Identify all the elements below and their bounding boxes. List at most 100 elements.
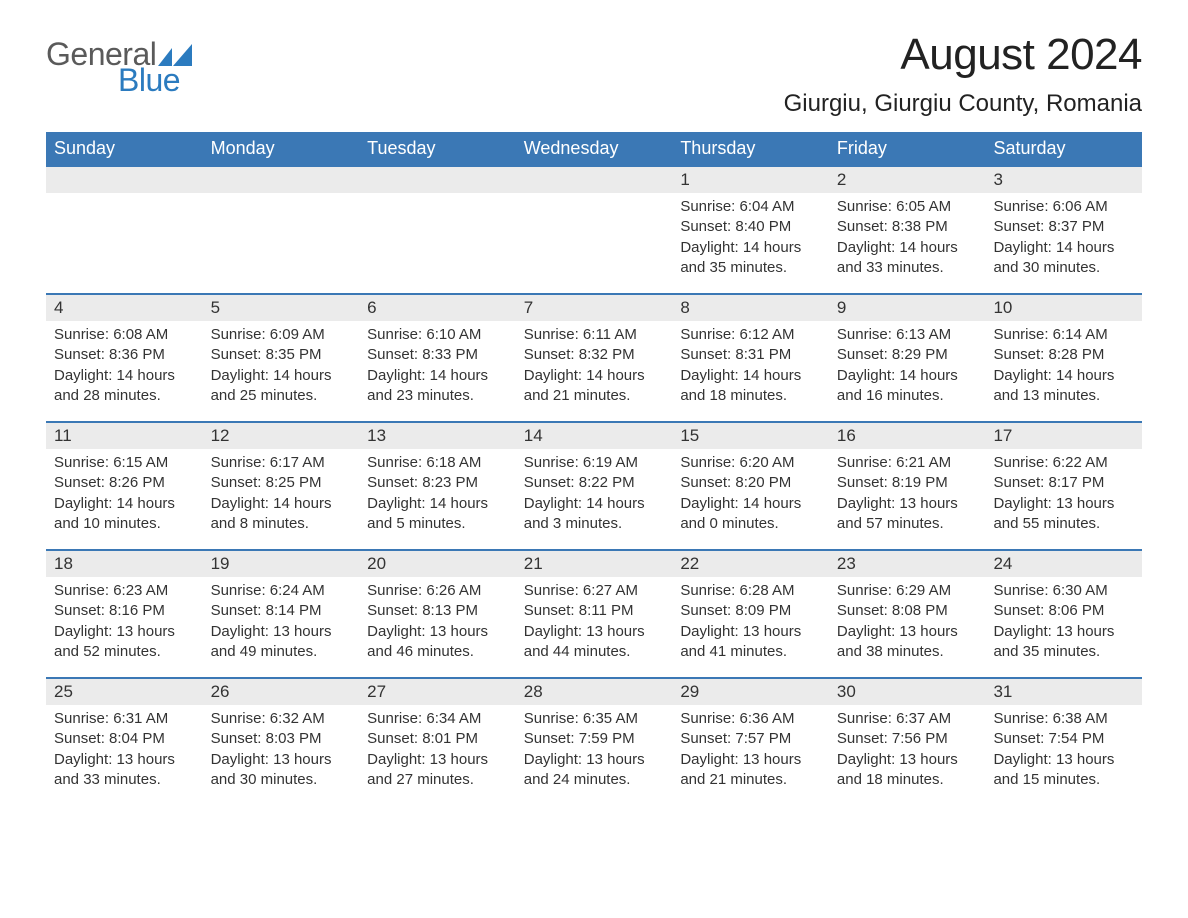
sunset-line: Sunset: 7:59 PM — [524, 729, 665, 749]
day-number: 6 — [359, 295, 516, 321]
day-body — [359, 193, 516, 207]
day-body: Sunrise: 6:22 AMSunset: 8:17 PMDaylight:… — [985, 449, 1142, 544]
day-number: 23 — [829, 551, 986, 577]
sunset-line: Sunset: 8:20 PM — [680, 473, 821, 493]
sunrise-line: Sunrise: 6:31 AM — [54, 709, 195, 729]
day-body: Sunrise: 6:24 AMSunset: 8:14 PMDaylight:… — [203, 577, 360, 672]
sunset-line: Sunset: 8:11 PM — [524, 601, 665, 621]
brand-logo: General Blue — [46, 38, 192, 96]
daylight-line: Daylight: 14 hours and 10 minutes. — [54, 494, 195, 535]
day-body: Sunrise: 6:38 AMSunset: 7:54 PMDaylight:… — [985, 705, 1142, 800]
day-body: Sunrise: 6:31 AMSunset: 8:04 PMDaylight:… — [46, 705, 203, 800]
daylight-line: Daylight: 14 hours and 21 minutes. — [524, 366, 665, 407]
day-cell: 5Sunrise: 6:09 AMSunset: 8:35 PMDaylight… — [203, 295, 360, 421]
day-number: 7 — [516, 295, 673, 321]
daylight-line: Daylight: 14 hours and 25 minutes. — [211, 366, 352, 407]
sunset-line: Sunset: 8:13 PM — [367, 601, 508, 621]
sunset-line: Sunset: 8:08 PM — [837, 601, 978, 621]
sunset-line: Sunset: 8:31 PM — [680, 345, 821, 365]
sunrise-line: Sunrise: 6:11 AM — [524, 325, 665, 345]
sunset-line: Sunset: 8:04 PM — [54, 729, 195, 749]
day-number — [359, 167, 516, 193]
daylight-line: Daylight: 13 hours and 44 minutes. — [524, 622, 665, 663]
sunrise-line: Sunrise: 6:04 AM — [680, 197, 821, 217]
day-cell: 25Sunrise: 6:31 AMSunset: 8:04 PMDayligh… — [46, 679, 203, 805]
sunset-line: Sunset: 7:56 PM — [837, 729, 978, 749]
sunrise-line: Sunrise: 6:20 AM — [680, 453, 821, 473]
sunset-line: Sunset: 8:36 PM — [54, 345, 195, 365]
day-number: 3 — [985, 167, 1142, 193]
week-row: 4Sunrise: 6:08 AMSunset: 8:36 PMDaylight… — [46, 293, 1142, 421]
day-cell: 26Sunrise: 6:32 AMSunset: 8:03 PMDayligh… — [203, 679, 360, 805]
sunrise-line: Sunrise: 6:09 AM — [211, 325, 352, 345]
sunrise-line: Sunrise: 6:13 AM — [837, 325, 978, 345]
day-number: 14 — [516, 423, 673, 449]
day-body: Sunrise: 6:13 AMSunset: 8:29 PMDaylight:… — [829, 321, 986, 416]
day-cell: 3Sunrise: 6:06 AMSunset: 8:37 PMDaylight… — [985, 167, 1142, 293]
sunset-line: Sunset: 8:37 PM — [993, 217, 1134, 237]
day-cell: 30Sunrise: 6:37 AMSunset: 7:56 PMDayligh… — [829, 679, 986, 805]
sunrise-line: Sunrise: 6:06 AM — [993, 197, 1134, 217]
daylight-line: Daylight: 13 hours and 15 minutes. — [993, 750, 1134, 791]
daylight-line: Daylight: 14 hours and 30 minutes. — [993, 238, 1134, 279]
daylight-line: Daylight: 14 hours and 23 minutes. — [367, 366, 508, 407]
day-body: Sunrise: 6:08 AMSunset: 8:36 PMDaylight:… — [46, 321, 203, 416]
day-number: 16 — [829, 423, 986, 449]
day-cell — [46, 167, 203, 293]
title-block: August 2024 Giurgiu, Giurgiu County, Rom… — [784, 30, 1142, 118]
daylight-line: Daylight: 14 hours and 18 minutes. — [680, 366, 821, 407]
day-body — [203, 193, 360, 207]
day-cell: 18Sunrise: 6:23 AMSunset: 8:16 PMDayligh… — [46, 551, 203, 677]
sunset-line: Sunset: 8:19 PM — [837, 473, 978, 493]
day-body: Sunrise: 6:10 AMSunset: 8:33 PMDaylight:… — [359, 321, 516, 416]
sunset-line: Sunset: 8:14 PM — [211, 601, 352, 621]
day-cell: 8Sunrise: 6:12 AMSunset: 8:31 PMDaylight… — [672, 295, 829, 421]
day-number: 29 — [672, 679, 829, 705]
sunrise-line: Sunrise: 6:05 AM — [837, 197, 978, 217]
day-cell: 15Sunrise: 6:20 AMSunset: 8:20 PMDayligh… — [672, 423, 829, 549]
day-number: 27 — [359, 679, 516, 705]
day-number: 30 — [829, 679, 986, 705]
day-body: Sunrise: 6:32 AMSunset: 8:03 PMDaylight:… — [203, 705, 360, 800]
day-cell: 10Sunrise: 6:14 AMSunset: 8:28 PMDayligh… — [985, 295, 1142, 421]
sunrise-line: Sunrise: 6:30 AM — [993, 581, 1134, 601]
day-cell: 13Sunrise: 6:18 AMSunset: 8:23 PMDayligh… — [359, 423, 516, 549]
day-number: 26 — [203, 679, 360, 705]
day-number: 22 — [672, 551, 829, 577]
sunrise-line: Sunrise: 6:29 AM — [837, 581, 978, 601]
weekday-wednesday: Wednesday — [516, 132, 673, 165]
day-body — [46, 193, 203, 207]
day-body: Sunrise: 6:26 AMSunset: 8:13 PMDaylight:… — [359, 577, 516, 672]
daylight-line: Daylight: 14 hours and 8 minutes. — [211, 494, 352, 535]
sunrise-line: Sunrise: 6:15 AM — [54, 453, 195, 473]
day-cell: 11Sunrise: 6:15 AMSunset: 8:26 PMDayligh… — [46, 423, 203, 549]
day-cell: 4Sunrise: 6:08 AMSunset: 8:36 PMDaylight… — [46, 295, 203, 421]
week-row: 25Sunrise: 6:31 AMSunset: 8:04 PMDayligh… — [46, 677, 1142, 805]
day-body: Sunrise: 6:06 AMSunset: 8:37 PMDaylight:… — [985, 193, 1142, 288]
day-cell: 17Sunrise: 6:22 AMSunset: 8:17 PMDayligh… — [985, 423, 1142, 549]
sunset-line: Sunset: 8:25 PM — [211, 473, 352, 493]
location-subtitle: Giurgiu, Giurgiu County, Romania — [784, 90, 1142, 118]
day-body: Sunrise: 6:11 AMSunset: 8:32 PMDaylight:… — [516, 321, 673, 416]
day-body: Sunrise: 6:20 AMSunset: 8:20 PMDaylight:… — [672, 449, 829, 544]
sunset-line: Sunset: 8:26 PM — [54, 473, 195, 493]
sunrise-line: Sunrise: 6:18 AM — [367, 453, 508, 473]
day-number: 2 — [829, 167, 986, 193]
day-body: Sunrise: 6:15 AMSunset: 8:26 PMDaylight:… — [46, 449, 203, 544]
daylight-line: Daylight: 13 hours and 24 minutes. — [524, 750, 665, 791]
day-body: Sunrise: 6:23 AMSunset: 8:16 PMDaylight:… — [46, 577, 203, 672]
sunrise-line: Sunrise: 6:37 AM — [837, 709, 978, 729]
sunrise-line: Sunrise: 6:19 AM — [524, 453, 665, 473]
day-body: Sunrise: 6:14 AMSunset: 8:28 PMDaylight:… — [985, 321, 1142, 416]
daylight-line: Daylight: 14 hours and 0 minutes. — [680, 494, 821, 535]
month-title: August 2024 — [784, 30, 1142, 80]
sunset-line: Sunset: 8:35 PM — [211, 345, 352, 365]
sunset-line: Sunset: 8:17 PM — [993, 473, 1134, 493]
day-number: 9 — [829, 295, 986, 321]
day-cell: 29Sunrise: 6:36 AMSunset: 7:57 PMDayligh… — [672, 679, 829, 805]
day-body: Sunrise: 6:29 AMSunset: 8:08 PMDaylight:… — [829, 577, 986, 672]
daylight-line: Daylight: 14 hours and 33 minutes. — [837, 238, 978, 279]
sunset-line: Sunset: 8:28 PM — [993, 345, 1134, 365]
day-body: Sunrise: 6:36 AMSunset: 7:57 PMDaylight:… — [672, 705, 829, 800]
daylight-line: Daylight: 13 hours and 38 minutes. — [837, 622, 978, 663]
